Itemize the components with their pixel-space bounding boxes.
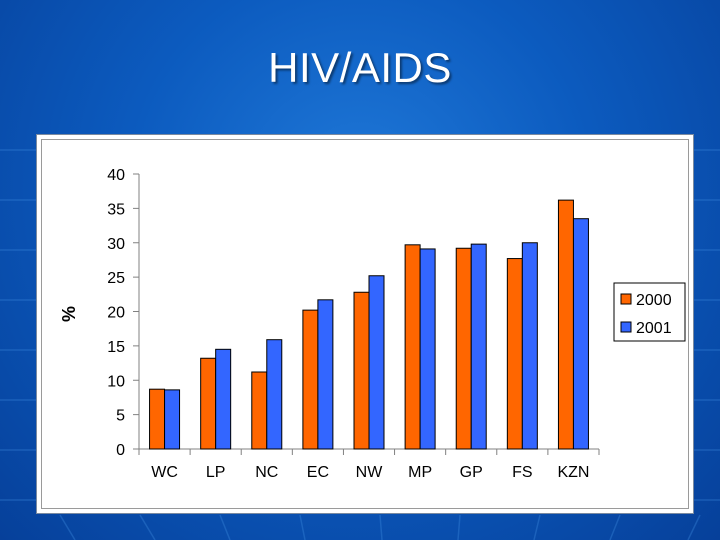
- y-tick-label: 40: [107, 167, 125, 184]
- x-tick-label: EC: [307, 464, 329, 481]
- bar-2001-MP: [419, 248, 436, 450]
- bar-2000-WC: [149, 388, 166, 450]
- y-tick-label: 10: [107, 373, 125, 390]
- x-tick-label: LP: [206, 464, 226, 481]
- x-axis: WC LP NC EC NW MP GP FS KZN: [138, 448, 600, 481]
- x-tick-label: WC: [151, 464, 178, 481]
- x-tick-label: KZN: [557, 464, 589, 481]
- x-tick-label: FS: [512, 464, 532, 481]
- y-tick-label: 15: [107, 339, 125, 356]
- y-tick-label: 20: [107, 305, 125, 322]
- legend-swatch-2001: [620, 321, 632, 333]
- bar-2000-FS: [506, 258, 523, 450]
- bar-2000-NC: [251, 371, 268, 450]
- bar-2001-NC: [266, 339, 283, 450]
- y-axis-label: %: [59, 306, 79, 322]
- y-tick-label: 35: [107, 201, 125, 218]
- x-tick-label: NC: [255, 464, 278, 481]
- chart-area: 0 5 10 15 20 25 30 35 40 WC LP NC EC NW MP GP FS KZN 200…: [41, 139, 689, 509]
- bar-group: [149, 199, 589, 450]
- bar-2000-MP: [404, 244, 421, 450]
- bar-2001-KZN: [572, 218, 589, 450]
- x-tick-label: GP: [460, 464, 483, 481]
- legend-label-2001: 2001: [636, 320, 672, 337]
- bar-2000-KZN: [557, 199, 574, 450]
- bar-2001-EC: [317, 299, 334, 450]
- bar-2000-LP: [200, 357, 217, 450]
- slide-title: HIV/AIDS: [268, 44, 452, 91]
- bar-2000-NW: [353, 291, 370, 450]
- bar-2001-WC: [164, 389, 181, 450]
- y-tick-label: 0: [116, 442, 125, 459]
- x-tick-label: MP: [408, 464, 432, 481]
- legend-label-2000: 2000: [636, 292, 672, 309]
- bar-2001-NW: [368, 275, 385, 450]
- y-tick-label: 30: [107, 236, 125, 253]
- legend: 2000 2001: [613, 282, 686, 342]
- y-tick-label: 5: [116, 408, 125, 425]
- chart-frame: 0 5 10 15 20 25 30 35 40 WC LP NC EC NW MP GP FS KZN 200…: [36, 134, 694, 514]
- bar-2000-EC: [302, 309, 319, 450]
- bar-2001-FS: [521, 242, 538, 450]
- x-tick-label: NW: [356, 464, 384, 481]
- bar-chart: 0 5 10 15 20 25 30 35 40 WC LP NC EC NW MP GP FS KZN 200…: [59, 167, 686, 481]
- y-tick-label: 25: [107, 270, 125, 287]
- bar-2000-GP: [455, 247, 472, 450]
- bar-2001-GP: [470, 243, 487, 450]
- bar-2001-LP: [215, 348, 232, 450]
- legend-swatch-2000: [620, 293, 632, 305]
- y-axis: 0 5 10 15 20 25 30 35 40: [107, 167, 140, 459]
